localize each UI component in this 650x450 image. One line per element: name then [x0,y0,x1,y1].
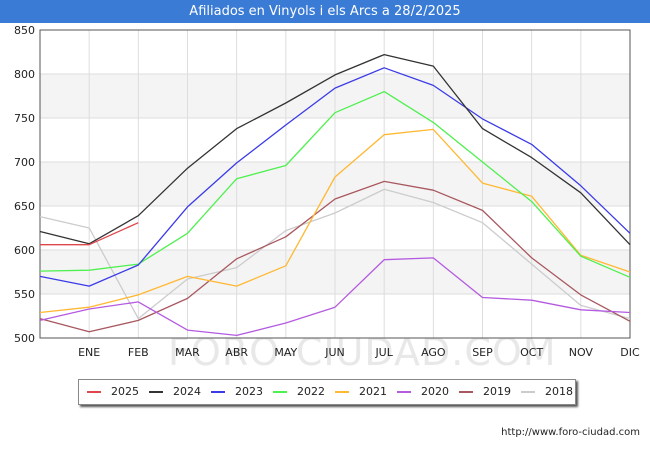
x-tick-label: MAY [274,346,297,359]
x-tick-label: ENE [78,346,100,359]
series-line-2024 [39,53,631,246]
legend-item-2018: 2018 [521,380,573,404]
y-tick-label: 800 [14,68,35,81]
legend-label: 2025 [111,385,139,398]
x-tick-label: JUN [324,346,345,359]
legend-swatch [397,391,411,393]
legend-swatch [521,391,535,393]
x-tick-label: MAR [175,346,200,359]
x-axis-ticks: ENE FEB MAR ABR MAY JUN JUL AGO SEP OCT NOV DIC [78,346,640,359]
x-tick-label: SEP [472,346,493,359]
legend-label: 2022 [297,385,325,398]
legend-label: 2021 [359,385,387,398]
series-line-2021 [39,128,631,314]
x-tick-label: FEB [128,346,149,359]
gridlines [39,29,631,339]
x-tick-label: NOV [569,346,594,359]
x-tick-label: OCT [520,346,543,359]
legend-swatch [211,391,225,393]
legend-swatch [459,391,473,393]
legend-item-2019: 2019 [459,380,511,404]
legend-item-2023: 2023 [211,380,263,404]
series-line-2020 [39,257,631,337]
legend-swatch [273,391,287,393]
legend-label: 2024 [173,385,201,398]
legend-swatch [149,391,163,393]
legend-label: 2018 [545,385,573,398]
x-tick-label: AGO [421,346,446,359]
legend-item-2024: 2024 [149,380,201,404]
x-tick-label: DIC [620,346,640,359]
legend-swatch [335,391,349,393]
x-tick-label: ABR [225,346,248,359]
legend-label: 2023 [235,385,263,398]
legend-item-2022: 2022 [273,380,325,404]
y-axis-ticks: 500 550 600 650 700 750 800 850 [14,24,35,345]
y-tick-label: 650 [14,200,35,213]
legend-label: 2020 [421,385,449,398]
series-line-2018 [39,188,631,320]
series-line-2023 [39,67,631,287]
x-tick-label: JUL [374,346,393,359]
legend: 2025 2024 2023 2022 2021 2020 2019 2018 [78,379,576,405]
legend-label: 2019 [483,385,511,398]
y-tick-label: 500 [14,332,35,345]
chart-title: Afiliados en Vinyols i els Arcs a 28/2/2… [0,0,650,23]
plot-frame [39,29,631,339]
legend-item-2020: 2020 [397,380,449,404]
series-line-2025 [40,222,139,246]
source-url: http://www.foro-ciudad.com [501,427,640,438]
y-tick-label: 550 [14,288,35,301]
y-tick-label: 600 [14,244,35,257]
series-line-2019 [39,180,631,333]
legend-item-2021: 2021 [335,380,387,404]
y-tick-label: 750 [14,112,35,125]
y-tick-label: 700 [14,156,35,169]
legend-swatch [87,391,101,393]
legend-item-2025: 2025 [87,380,139,404]
y-tick-label: 850 [14,24,35,37]
series-lines [39,53,631,337]
